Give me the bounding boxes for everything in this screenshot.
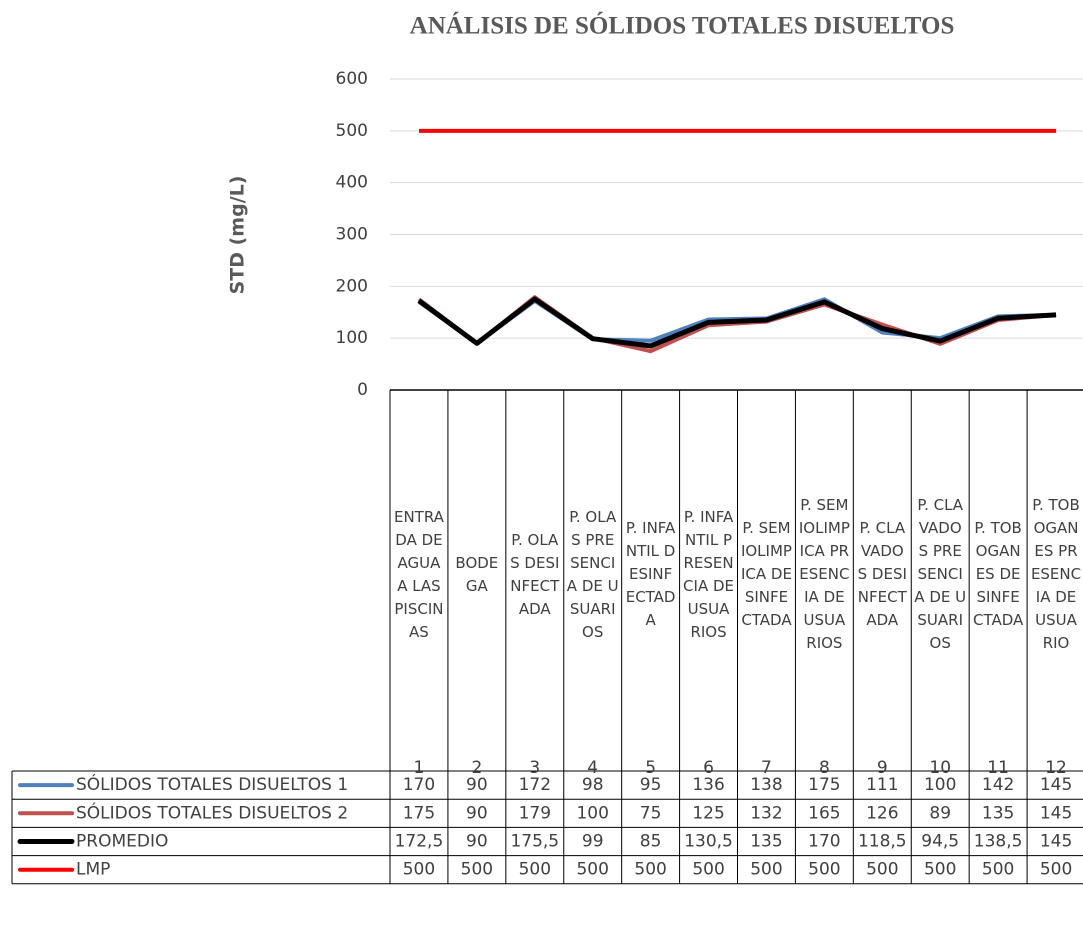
table-value: 100 — [576, 803, 608, 823]
table-value: 100 — [924, 775, 956, 795]
table-value: 175 — [403, 803, 435, 823]
category-label: P. OLAS PRESENCIA DE USUARIOS — [566, 507, 619, 641]
table-value: 172,5 — [395, 832, 444, 852]
legend-label: PROMEDIO — [76, 832, 168, 852]
category-number: 8 — [819, 758, 830, 778]
category-label: P. TOBOGANES PRESENCIA DE USUARIO — [1030, 496, 1082, 652]
table-value: 500 — [924, 860, 956, 880]
legend-label: LMP — [76, 860, 110, 880]
category-label: P. CLAVADOS PRESENCIA DE USUARIOS — [914, 496, 967, 652]
table-value: 145 — [1040, 775, 1072, 795]
table-value: 132 — [750, 803, 782, 823]
table-value: 170 — [808, 832, 840, 852]
table-value: 145 — [1040, 832, 1072, 852]
table-value: 98 — [582, 775, 604, 795]
legend-label: SÓLIDOS TOTALES DISUELTOS 2 — [76, 801, 348, 823]
table-value: 111 — [866, 775, 898, 795]
table-value: 172 — [519, 775, 551, 795]
table-value: 95 — [640, 775, 662, 795]
table-value: 170 — [403, 775, 435, 795]
category-number: 2 — [471, 758, 482, 778]
y-tick-label: 600 — [336, 69, 368, 89]
table-value: 135 — [750, 832, 782, 852]
y-tick-label: 100 — [336, 328, 368, 348]
table-value: 500 — [866, 860, 898, 880]
table-value: 85 — [640, 832, 662, 852]
table-value: 90 — [466, 832, 488, 852]
category-label: P. SEMIOLIMPICA PRESENCIA DE USUARIOS — [798, 496, 850, 652]
y-tick-label: 200 — [336, 276, 368, 296]
table-value: 94,5 — [921, 832, 959, 852]
category-number: 5 — [645, 758, 656, 778]
y-axis-label: STD (mg/L) — [227, 176, 249, 295]
category-label: P. TOBOGANES DESINFECTADA — [972, 519, 1024, 629]
table-value: 126 — [866, 803, 898, 823]
table-value: 165 — [808, 803, 840, 823]
table-value: 500 — [692, 860, 724, 880]
table-value: 500 — [519, 860, 551, 880]
table-value: 90 — [466, 803, 488, 823]
y-tick-label: 400 — [336, 173, 368, 193]
table-value: 500 — [461, 860, 493, 880]
table-value: 118,5 — [858, 832, 907, 852]
table-value: 138 — [750, 775, 782, 795]
table-value: 99 — [582, 832, 604, 852]
table-value: 89 — [929, 803, 951, 823]
y-tick-label: 500 — [336, 121, 368, 141]
category-number: 6 — [703, 758, 714, 778]
category-label: P. OLAS DESINFECTADA — [510, 530, 560, 618]
chart-title: ANÁLISIS DE SÓLIDOS TOTALES DISUELTOS — [410, 12, 955, 40]
series-line — [417, 295, 1057, 354]
table-value: 500 — [403, 860, 435, 880]
table-value: 500 — [982, 860, 1014, 880]
table-value: 142 — [982, 775, 1014, 795]
category-label: P. CLAVADOS DESINFECTADA — [857, 519, 907, 629]
category-number: 1 — [414, 758, 425, 778]
category-label: P. SEMIOLIMPICA DESINFECTADA — [740, 519, 792, 629]
table-value: 175,5 — [510, 832, 559, 852]
table-value: 145 — [1040, 803, 1072, 823]
table-value: 500 — [1040, 860, 1072, 880]
table-value: 179 — [519, 803, 551, 823]
category-number: 3 — [529, 758, 540, 778]
legend-label: SÓLIDOS TOTALES DISUELTOS 1 — [76, 773, 348, 795]
series-line — [417, 296, 1057, 349]
y-tick-label: 0 — [357, 380, 368, 400]
category-number: 4 — [587, 758, 598, 778]
category-label: ENTRADA DE AGUA A LAS PISCINAS — [393, 507, 444, 641]
table-value: 90 — [466, 775, 488, 795]
category-number: 11 — [987, 758, 1009, 778]
table-value: 500 — [750, 860, 782, 880]
table-value: 136 — [692, 775, 724, 795]
table-value: 130,5 — [684, 832, 733, 852]
table-value: 125 — [692, 803, 724, 823]
category-label: P. INFANTIL DESINFECTADA — [625, 519, 676, 629]
category-number: 10 — [929, 758, 951, 778]
table-value: 138,5 — [974, 832, 1023, 852]
category-label: P. INFANTIL PRESENCIA DE USUARIOS — [683, 507, 735, 641]
table-value: 500 — [808, 860, 840, 880]
table-value: 135 — [982, 803, 1014, 823]
table-value: 75 — [640, 803, 662, 823]
table-value: 500 — [634, 860, 666, 880]
category-label: BODEGA — [455, 553, 499, 595]
y-tick-label: 300 — [336, 225, 368, 245]
category-number: 9 — [877, 758, 888, 778]
table-value: 500 — [576, 860, 608, 880]
category-number: 12 — [1045, 758, 1067, 778]
category-number: 7 — [761, 758, 772, 778]
table-value: 175 — [808, 775, 840, 795]
